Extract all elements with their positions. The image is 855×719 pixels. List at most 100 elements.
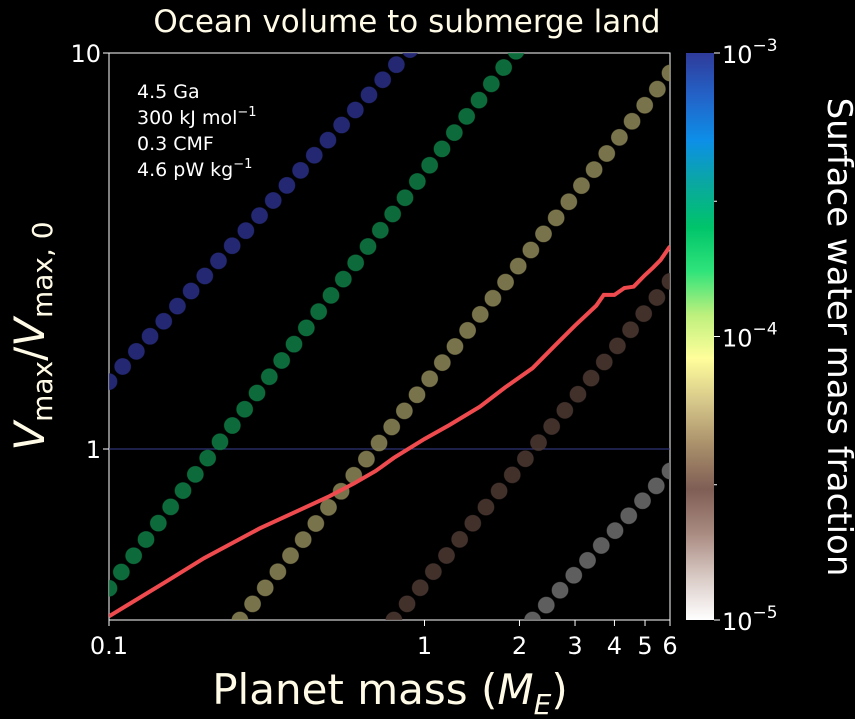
series-2-point	[294, 531, 312, 549]
series-2-point	[282, 547, 300, 565]
series-2-point	[471, 305, 489, 323]
series-2-point	[661, 64, 670, 82]
series-3-point	[595, 353, 613, 371]
series-4-point	[634, 492, 652, 510]
series-2-point	[497, 273, 515, 291]
series-0-point	[374, 71, 392, 89]
series-1-point	[199, 449, 217, 467]
series-2-point	[244, 595, 262, 613]
series-1-point	[371, 221, 389, 239]
series-4-point	[579, 551, 597, 569]
series-0-point	[141, 327, 159, 345]
y-tick-label: 10	[70, 40, 101, 68]
series-0-point	[402, 53, 418, 59]
series-0-point	[182, 282, 200, 300]
series-3-point	[411, 579, 429, 597]
series-2-point	[522, 241, 540, 259]
series-0-point	[292, 161, 310, 179]
model-line	[109, 245, 670, 619]
series-0-point	[114, 357, 132, 375]
annotation-energy: 300 kJ mol−1	[137, 105, 257, 129]
series-1-point	[396, 189, 414, 207]
series-2-point	[547, 209, 565, 227]
series-1-point	[445, 124, 463, 142]
series-1-point	[223, 417, 241, 435]
series-2-point	[269, 563, 287, 581]
series-2-point	[408, 386, 426, 404]
series-2-point	[560, 193, 578, 211]
series-4-point	[647, 477, 665, 495]
chart-title: Ocean volume to submerge land	[153, 4, 660, 40]
series-2-point	[648, 80, 666, 98]
series-3-point	[503, 466, 521, 484]
series-2-point	[610, 128, 628, 146]
series-2-point	[319, 498, 337, 516]
series-3-point	[451, 530, 469, 548]
y-axis-ticks: 1 10	[70, 40, 109, 464]
series-4-point	[592, 536, 610, 554]
series-0-point	[109, 373, 118, 391]
series-2-point	[585, 161, 603, 179]
series-1-point	[408, 172, 426, 190]
series-3-point	[516, 450, 534, 468]
series-1-point	[297, 319, 315, 337]
series-3-point	[608, 337, 626, 355]
series-0-point	[278, 176, 296, 194]
series-2-point	[231, 611, 249, 620]
series-1-point	[109, 579, 118, 597]
series-2-point	[484, 289, 502, 307]
series-3-point	[661, 272, 670, 290]
x-axis-label: Planet mass (ME)	[212, 665, 568, 719]
series-1-point	[285, 335, 303, 353]
series-2-point	[446, 338, 464, 356]
series-3-point	[385, 611, 403, 620]
series-1-point	[211, 433, 229, 451]
plot-area	[108, 52, 671, 621]
series-1-point	[125, 547, 143, 565]
series-2-point	[421, 370, 439, 388]
series-3-point	[622, 321, 640, 339]
series-1-point	[322, 286, 340, 304]
series-1-point	[260, 368, 278, 386]
series-3-point	[582, 369, 600, 387]
colorbar-ticks: 10−3 10−4 10−5	[714, 36, 778, 636]
series-0-point	[346, 101, 364, 119]
annotation-age: 4.5 Ga	[137, 81, 200, 103]
x-axis-ticks: 0.1 1 2 3 4 5 6	[90, 620, 678, 660]
series-1-point	[162, 498, 180, 516]
series-2-point	[623, 112, 641, 130]
series-2-point	[307, 514, 325, 532]
series-3-point	[464, 514, 482, 532]
series-0-point	[264, 191, 282, 209]
colorbar	[686, 53, 714, 620]
annotation-cmf: 0.3 CMF	[137, 133, 214, 155]
series-1-point	[458, 107, 476, 125]
series-0-point	[333, 116, 351, 134]
series-2-point	[256, 579, 274, 597]
colorbar-tick-label: 10−4	[722, 320, 778, 353]
series-3-point	[477, 498, 495, 516]
series-1-point	[507, 53, 525, 60]
series-1-point	[174, 482, 192, 500]
series-2-point	[509, 257, 527, 275]
series-1-point	[248, 384, 266, 402]
series-0-point	[237, 222, 255, 240]
series-1-point	[112, 563, 130, 581]
x-tick-label: 2	[512, 632, 527, 660]
series-3-point	[490, 482, 508, 500]
series-3-point	[648, 289, 666, 307]
series-2-point	[598, 144, 616, 162]
x-tick-label: 3	[567, 632, 582, 660]
series-2-point	[433, 354, 451, 372]
series-2-point	[572, 177, 590, 195]
series-1-point	[236, 400, 254, 418]
series-3-point	[556, 401, 574, 419]
series-1-point	[137, 530, 155, 548]
series-0-point	[251, 207, 269, 225]
series-2-point	[459, 321, 477, 339]
series-2-point	[636, 96, 654, 114]
series-0-point	[168, 297, 186, 315]
series-1-point	[384, 205, 402, 223]
series-3-point	[424, 563, 442, 581]
